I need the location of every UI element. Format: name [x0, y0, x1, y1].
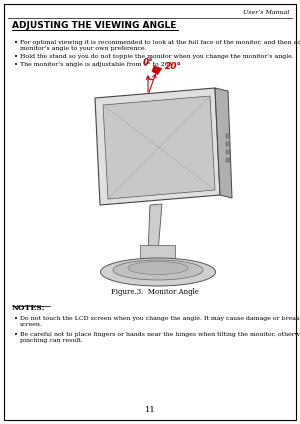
Text: Be careful not to place fingers or hands near the hinges when tilting the monito: Be careful not to place fingers or hands…: [20, 332, 300, 343]
Text: 20°: 20°: [165, 62, 182, 71]
Bar: [226, 150, 230, 154]
Polygon shape: [148, 204, 162, 252]
Text: 11: 11: [145, 406, 155, 414]
Text: Do not touch the LCD screen when you change the angle. It may cause damage or br: Do not touch the LCD screen when you cha…: [20, 316, 300, 327]
Polygon shape: [95, 88, 220, 205]
Text: •: •: [14, 54, 18, 60]
Text: •: •: [14, 316, 18, 322]
Text: Figure.3.  Monitor Angle: Figure.3. Monitor Angle: [111, 288, 199, 296]
Polygon shape: [103, 96, 215, 199]
Text: Hold the stand so you do not topple the monitor when you change the monitor’s an: Hold the stand so you do not topple the …: [20, 54, 294, 59]
Ellipse shape: [100, 258, 215, 286]
Text: User’s Manual: User’s Manual: [243, 11, 289, 16]
Ellipse shape: [128, 262, 188, 274]
Text: •: •: [14, 40, 18, 46]
Bar: [226, 158, 230, 162]
Text: ADJUSTING THE VIEWING ANGLE: ADJUSTING THE VIEWING ANGLE: [12, 22, 176, 31]
Polygon shape: [152, 66, 162, 75]
Text: •: •: [14, 332, 18, 338]
Text: For optimal viewing it is recommended to look at the full face of the monitor, a: For optimal viewing it is recommended to…: [20, 40, 300, 51]
Text: 0°: 0°: [142, 58, 153, 67]
Bar: [226, 134, 230, 138]
Polygon shape: [140, 245, 175, 258]
Polygon shape: [215, 88, 232, 198]
Text: The monitor’s angle is adjustable from 0° to 20°.: The monitor’s angle is adjustable from 0…: [20, 62, 174, 67]
Ellipse shape: [113, 260, 203, 280]
Bar: [226, 142, 230, 146]
Text: •: •: [14, 62, 18, 68]
Text: NOTES:: NOTES:: [12, 304, 46, 312]
